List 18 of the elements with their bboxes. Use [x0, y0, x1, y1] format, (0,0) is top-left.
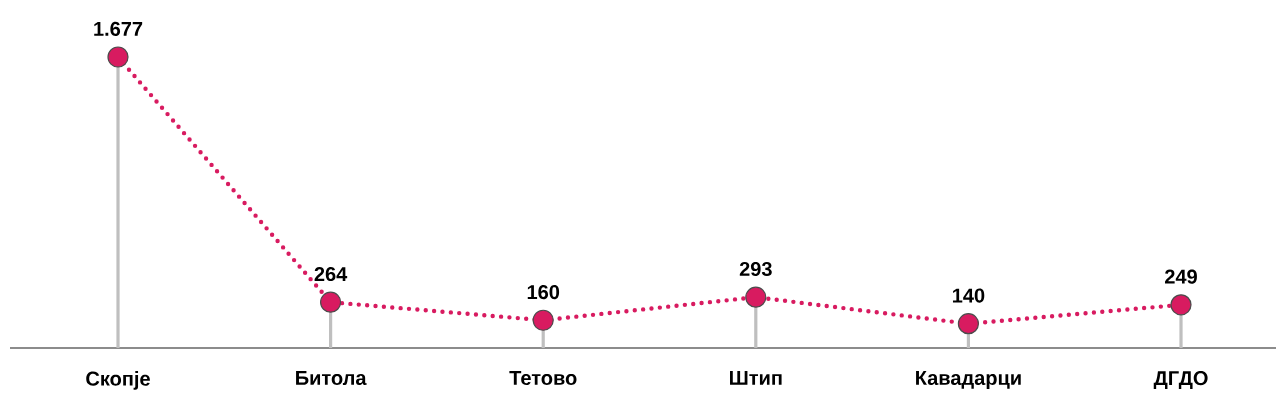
data-label: 293	[739, 261, 772, 277]
data-label: 140	[952, 288, 985, 303]
point	[320, 291, 342, 313]
data-label: 264	[314, 266, 348, 282]
data-label: 249	[1165, 269, 1197, 284]
data-label: 160	[527, 285, 560, 300]
x-tick-label: ДГДО	[1153, 371, 1208, 390]
x-tick-label: Скопје	[86, 371, 150, 390]
point	[1170, 294, 1192, 316]
x-tick-label: Битола	[296, 371, 367, 386]
data-label: 1.677	[94, 21, 143, 36]
point	[532, 309, 554, 331]
point	[745, 286, 767, 308]
x-tick-label: Кавадарци	[916, 371, 1021, 389]
point	[957, 313, 979, 335]
point	[107, 46, 129, 68]
x-tick-label: Штип	[730, 371, 782, 385]
x-tick-label: Тетово	[509, 371, 577, 386]
